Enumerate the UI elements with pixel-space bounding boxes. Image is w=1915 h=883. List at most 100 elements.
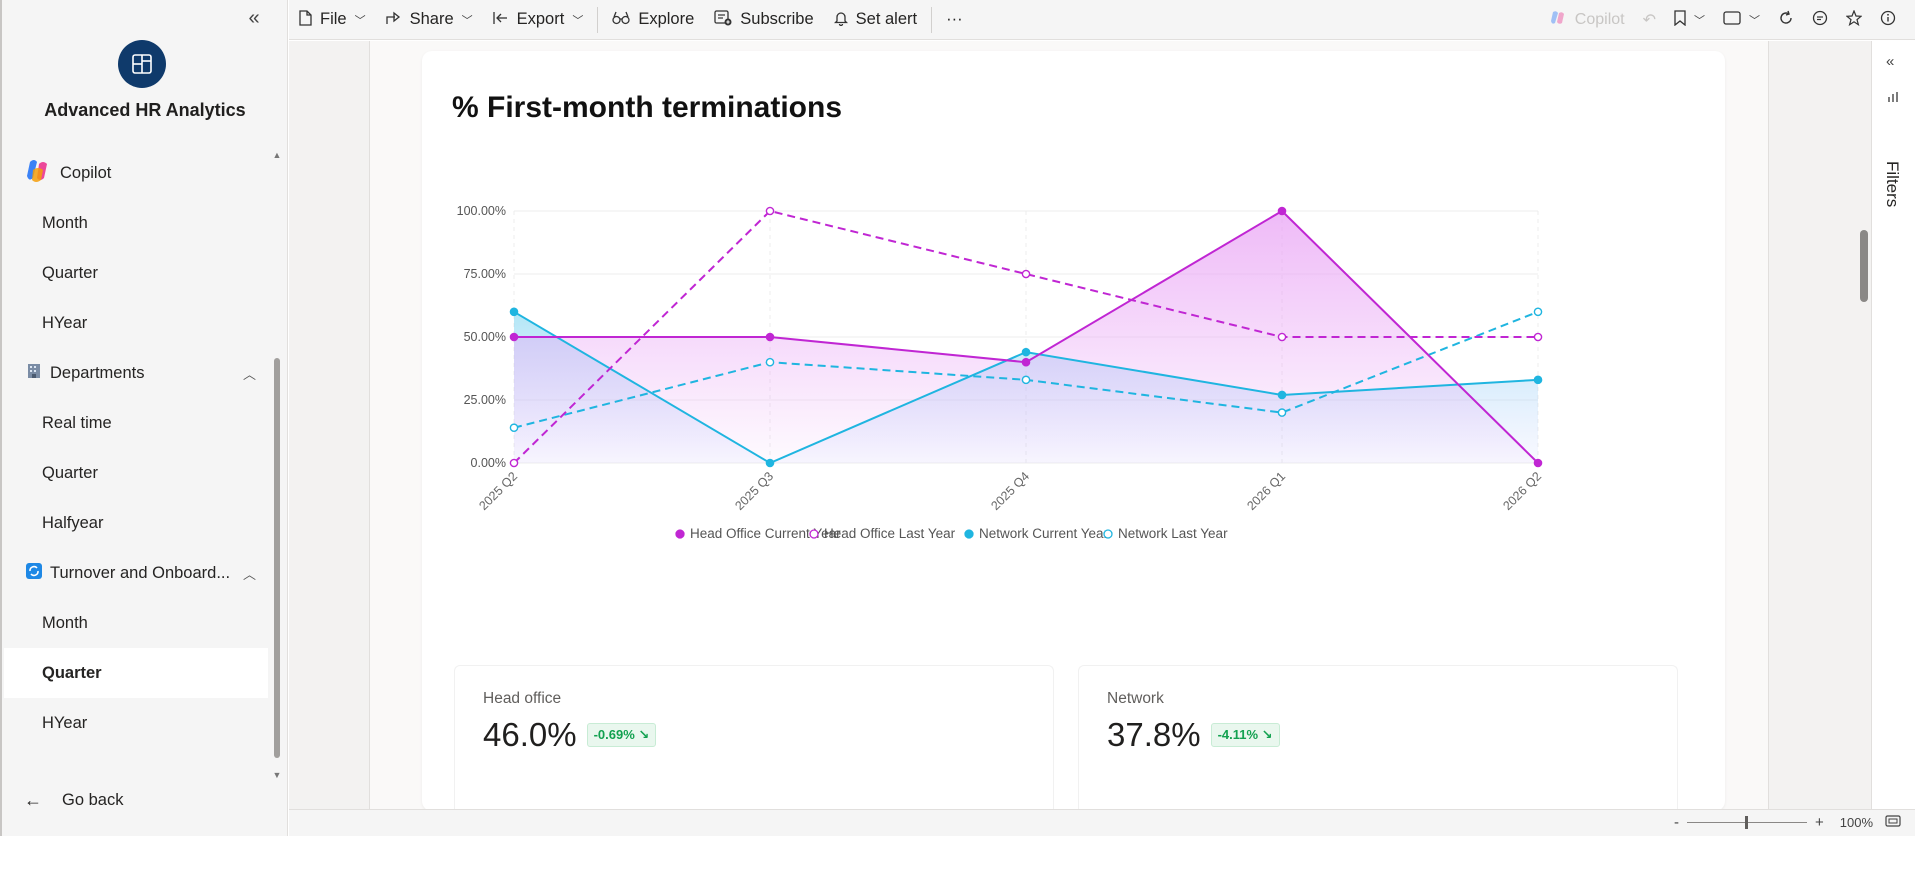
export-menu-button[interactable]: Export ﹀ [483, 0, 594, 40]
toolbar-right-group: Copilot ↶ ﹀ ﹀ [1540, 0, 1905, 40]
head-office-last-year-point [1277, 332, 1287, 342]
nav-section-turnover[interactable]: Turnover and Onboard... ︿ [4, 548, 268, 598]
zoom-level: 100% [1839, 815, 1873, 830]
chart-title: % First-month terminations [452, 91, 843, 124]
nav-section-label: Departments [50, 363, 145, 382]
zoom-out-button[interactable]: - [1673, 814, 1679, 831]
nav-item-month[interactable]: Month [4, 598, 268, 648]
left-navigation-pane: « Advanced HR Analytics Copilot Month Qu… [0, 0, 288, 836]
collapse-nav-icon[interactable]: « [248, 7, 260, 29]
page-bottom-area [0, 836, 1915, 883]
head-office-current-area [514, 211, 1538, 463]
bookmark-icon [1674, 9, 1686, 31]
kpi-label: Network [1107, 690, 1164, 707]
kpi-delta-badge: -4.11% ↘ [1210, 723, 1280, 747]
info-button[interactable] [1871, 0, 1905, 40]
legend-marker [1103, 529, 1113, 539]
y-tick-label: 0.00% [471, 456, 506, 470]
nav-item-label: Copilot [60, 163, 112, 182]
subscribe-button[interactable]: Subscribe [704, 0, 823, 40]
zoom-slider-handle[interactable] [1744, 816, 1748, 829]
legend-label: Head Office Last Year [824, 526, 956, 541]
scroll-down-icon[interactable]: ▼ [272, 770, 282, 780]
info-icon [1880, 10, 1896, 31]
toolbar-divider [597, 6, 599, 33]
line-chart[interactable]: 0.00% 25.00% 50.00% 75.00% 100.00% 2025 Q2 202… [422, 51, 1725, 651]
kpi-card-network: Network 37.8% -4.11% ↘ [1078, 665, 1678, 815]
nav-item-label: Real time [42, 413, 112, 432]
nav-item-month[interactable]: Month [4, 198, 268, 248]
nav-item-halfyear[interactable]: Halfyear [4, 498, 268, 548]
y-tick-label: 50.00% [464, 330, 506, 344]
set-alert-button[interactable]: Set alert [824, 0, 927, 40]
nav-scrollbar-thumb[interactable] [274, 358, 280, 758]
filters-label[interactable]: Filters [1883, 161, 1902, 208]
subscribe-icon [714, 9, 732, 30]
x-tick-label: 2025 Q2 [476, 469, 520, 513]
bookmark-button[interactable]: ﹀ [1665, 0, 1714, 40]
zoom-control[interactable]: - + 100% [1666, 814, 1901, 831]
share-label: Share [409, 10, 454, 28]
nav-item-label: HYear [42, 713, 88, 732]
kpi-value: 37.8% [1107, 716, 1201, 753]
nav-item-label: Month [42, 613, 88, 632]
filters-pane[interactable]: « Filters [1871, 41, 1915, 809]
kpi-card-head-office: Head office 46.0% -0.69% ↘ [454, 665, 1054, 815]
network-current-year-point [509, 307, 519, 317]
chevron-down-icon: ﹀ [1694, 15, 1705, 27]
chevron-down-icon: ﹀ [572, 14, 584, 27]
nav-item-hyear[interactable]: HYear [4, 298, 268, 348]
legend-marker [675, 529, 685, 539]
nav-scrollbar[interactable]: ▲ ▼ [272, 150, 282, 780]
zoom-slider[interactable] [1686, 816, 1807, 829]
nav-item-hyear[interactable]: HYear [4, 698, 268, 748]
nav-item-real-time[interactable]: Real time [4, 398, 268, 448]
export-icon [492, 11, 509, 29]
explore-button[interactable]: Explore [602, 0, 704, 40]
nav-item-label: Halfyear [42, 513, 104, 532]
zoom-in-button[interactable]: + [1814, 814, 1824, 831]
more-options-button[interactable]: ··· [936, 0, 972, 40]
refresh-button[interactable] [1769, 0, 1803, 40]
network-last-year-point [765, 357, 775, 367]
head-office-current-year-point [1021, 357, 1031, 367]
nav-item-copilot[interactable]: Copilot [4, 148, 268, 198]
building-icon [26, 363, 42, 384]
comments-button[interactable] [1803, 0, 1837, 40]
head-office-current-year-point [1533, 458, 1543, 468]
network-current-year-point [1277, 390, 1287, 400]
refresh-cycle-icon [26, 562, 42, 584]
nav-item-label: Quarter [42, 263, 98, 282]
chevron-up-icon: ︿ [242, 566, 256, 582]
head-office-current-year-point [1277, 206, 1287, 216]
nav-item-quarter-selected[interactable]: Quarter [4, 648, 268, 698]
nav-section-departments[interactable]: Departments ︿ [4, 348, 268, 398]
kpi-delta-badge: -0.69% ↘ [586, 723, 657, 747]
head-office-last-year-line [513, 209, 1538, 464]
expand-filters-icon[interactable]: « [1886, 53, 1895, 70]
nav-item-quarter[interactable]: Quarter [4, 248, 268, 298]
report-canvas: % First-month terminations 0.00% 25.00% 50… [289, 41, 1871, 815]
head-office-current-year-point [509, 332, 519, 342]
legend-marker [809, 529, 819, 539]
undo-button[interactable]: ↶ [1634, 0, 1665, 40]
filter-bars-icon [1888, 91, 1898, 106]
nav-item-quarter[interactable]: Quarter [4, 448, 268, 498]
scroll-up-icon[interactable]: ▲ [272, 150, 282, 160]
go-back-button[interactable]: ← Go back [24, 790, 123, 811]
go-back-label: Go back [62, 791, 124, 809]
head-office-last-year-point [1021, 269, 1031, 279]
y-tick-label: 75.00% [464, 267, 506, 281]
view-button[interactable]: ﹀ [1714, 0, 1769, 40]
copilot-button[interactable]: Copilot [1540, 0, 1634, 40]
share-menu-button[interactable]: Share ﹀ [376, 0, 483, 40]
fit-to-page-icon[interactable] [1885, 815, 1901, 830]
export-label: Export [516, 10, 565, 28]
canvas-scrollbar-thumb[interactable] [1860, 230, 1868, 302]
network-current-year-point [765, 458, 775, 468]
favorite-button[interactable] [1837, 0, 1871, 40]
kpi-label: Head office [483, 690, 562, 707]
copilot-icon [24, 158, 52, 189]
network-last-year-point [1021, 375, 1031, 385]
file-menu-button[interactable]: File ﹀ [289, 0, 376, 40]
